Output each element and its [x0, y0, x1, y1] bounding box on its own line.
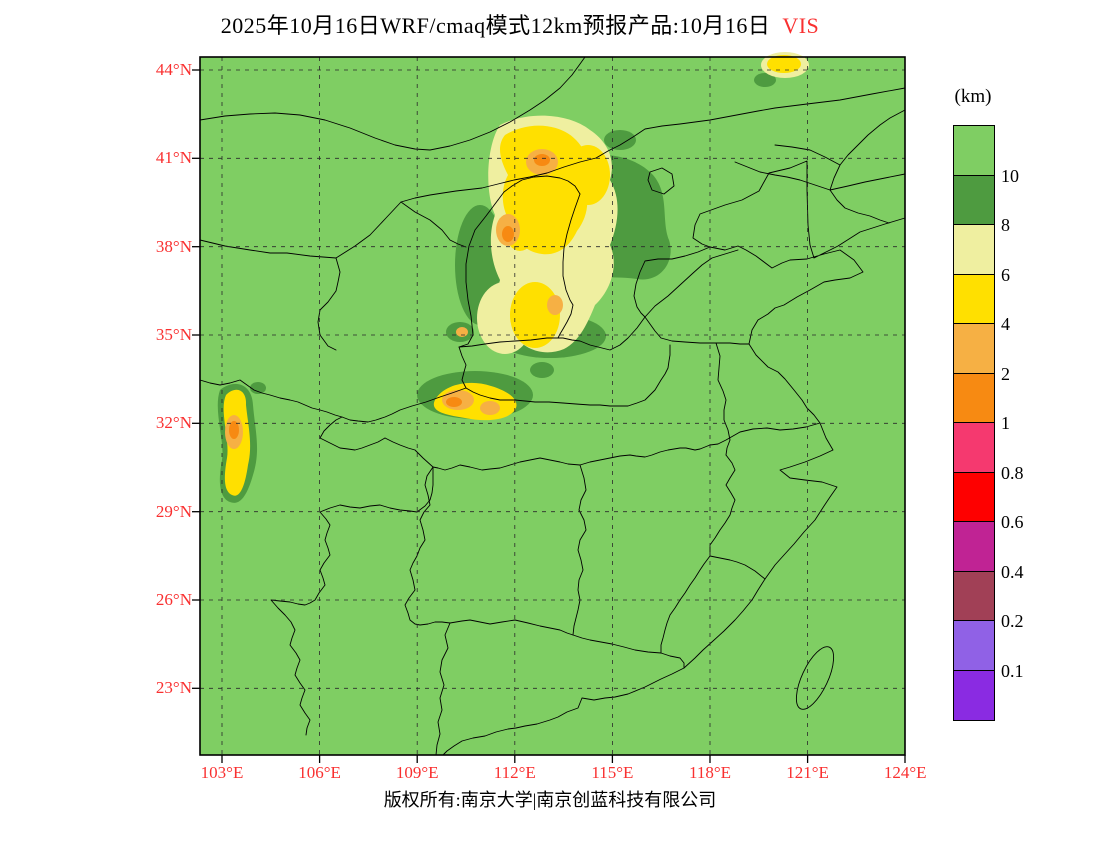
- title-text: 2025年10月16日WRF/cmaq模式12km预报产品:10月16日: [220, 13, 771, 38]
- map-frame: [199, 56, 906, 756]
- lat-label: 29°N: [155, 501, 192, 521]
- lon-label: 103°E: [200, 763, 244, 782]
- lon-label: 109°E: [395, 763, 439, 782]
- legend-tick-label: 4: [1001, 314, 1010, 334]
- legend-swatch: [954, 571, 994, 621]
- legend-tick-label: 2: [1001, 363, 1010, 384]
- legend-tick-label: 6: [1001, 264, 1010, 285]
- legend-swatch: [954, 670, 994, 720]
- legend-tick-label: 0.8: [1001, 462, 1024, 483]
- legend-tick-label: 0.2: [1001, 611, 1024, 631]
- legend-swatch: [954, 472, 994, 522]
- legend-tick-label: 0.6: [1001, 512, 1024, 532]
- legend-swatch: [954, 274, 994, 324]
- copyright-footer: 版权所有:南京大学|南京创蓝科技有限公司: [383, 790, 717, 810]
- forecast-map: [192, 52, 906, 763]
- legend-swatch: [954, 175, 994, 225]
- lat-label: 44°N: [155, 60, 192, 79]
- legend-swatch: [954, 373, 994, 423]
- taiwan-outline: [795, 646, 835, 710]
- lat-label: 41°N: [155, 148, 192, 168]
- legend-tick-label: 0.1: [1001, 660, 1024, 681]
- legend-tick-label: 1: [1001, 413, 1010, 433]
- legend-swatch: [954, 324, 994, 374]
- lat-label: 26°N: [155, 589, 192, 609]
- title-highlight: VIS: [782, 13, 820, 38]
- legend-unit: (km): [954, 86, 992, 107]
- graticule-gridlines: [200, 57, 905, 755]
- lon-label: 106°E: [298, 763, 341, 782]
- legend-tick-label: 10: [1001, 165, 1019, 186]
- lat-label: 32°N: [155, 413, 192, 433]
- axis-ticks: [192, 69, 906, 763]
- lat-label: 35°N: [155, 324, 192, 344]
- province-boundaries: [199, 56, 906, 756]
- legend-tick-label: 0.4: [1001, 561, 1024, 582]
- lon-label: 118°E: [688, 763, 732, 782]
- page-title: 2025年10月16日WRF/cmaq模式12km预报产品:10月16日 VIS: [0, 8, 1040, 40]
- lat-label: 38°N: [155, 236, 192, 256]
- legend-swatch: [954, 225, 994, 275]
- legend-swatch: [954, 621, 994, 671]
- lon-label: 115°E: [591, 763, 634, 782]
- legend-tick-label: 8: [1001, 215, 1010, 235]
- legend-swatches: [953, 125, 995, 721]
- legend-swatch: [954, 522, 994, 572]
- lon-label: 121°E: [786, 763, 829, 782]
- legend-swatch: [954, 423, 994, 473]
- lat-label: 23°N: [155, 678, 192, 698]
- lon-label: 112°E: [493, 763, 536, 782]
- lon-label: 124°E: [883, 763, 927, 782]
- legend-swatch: [954, 126, 994, 176]
- visibility-1-2-layer: [229, 154, 550, 439]
